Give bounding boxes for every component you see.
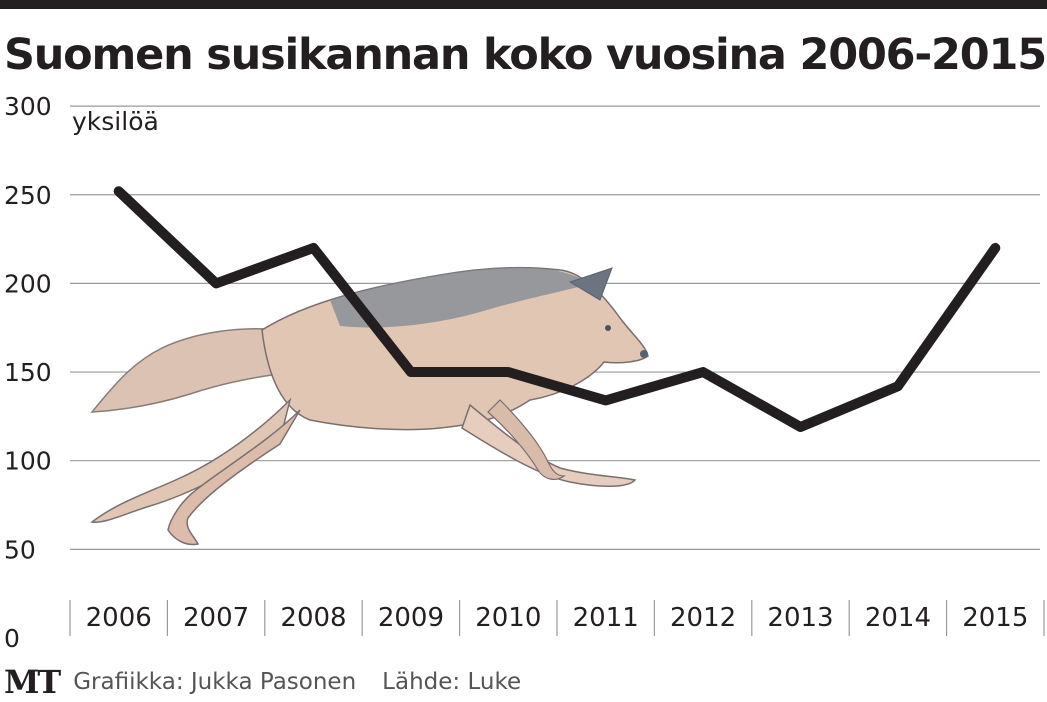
y-tick-label: 100: [4, 447, 52, 476]
y-tick-label: 150: [4, 358, 52, 387]
y-axis: 0 50 100 150 200 250 300: [4, 92, 52, 653]
x-tick-label: 2010: [475, 603, 541, 633]
wolf-illustration: [90, 266, 649, 546]
data-point: [799, 426, 802, 429]
wolf-front-leg-2: [487, 399, 566, 480]
y-tick-label: 250: [4, 181, 52, 210]
y-axis-label: yksilöä: [72, 107, 159, 136]
wolf-back-fur: [330, 267, 590, 328]
x-tick-label: 2007: [183, 603, 249, 633]
footer: MT Grafiikka: Jukka Pasonen Lähde: Luke: [4, 662, 547, 702]
data-point: [215, 282, 218, 285]
y-tick-label: 300: [4, 92, 52, 121]
y-tick-label: 0: [4, 624, 20, 653]
graphics-credit: Grafiikka: Jukka Pasonen: [73, 669, 357, 695]
x-tick-label: 2011: [573, 603, 639, 633]
wolf-rear-leg-2: [167, 409, 301, 546]
data-point: [312, 246, 315, 249]
series-line: [113, 186, 1001, 433]
series: [113, 186, 1001, 433]
data-point: [604, 399, 607, 402]
x-axis: 2006 2007 2008 2009 2010 2011 2012 2013 2014 2015: [69, 600, 1045, 636]
x-tick-label: 2014: [865, 603, 931, 633]
data-point: [117, 190, 120, 193]
top-rule: [0, 0, 1047, 9]
wolf-nose: [640, 350, 648, 358]
x-tick-label: 2006: [86, 603, 152, 633]
wolf-ear: [568, 267, 613, 301]
data-point: [507, 371, 510, 374]
x-tick-label: 2015: [962, 603, 1028, 633]
data-point: [409, 371, 412, 374]
mt-logo: MT: [4, 663, 61, 701]
wolf-eye: [605, 325, 611, 331]
y-tick-label: 50: [4, 535, 36, 564]
x-tick-label: 2013: [767, 603, 833, 633]
x-tick-label: 2009: [378, 603, 444, 633]
data-point: [994, 246, 997, 249]
y-tick-label: 200: [4, 269, 52, 298]
x-tick-label: 2008: [280, 603, 346, 633]
source-credit: Lähde: Luke: [382, 669, 522, 695]
x-tick-label: 2012: [670, 603, 736, 633]
chart-title: Suomen susikannan koko vuosina 2006-2015: [4, 30, 1047, 80]
data-point: [896, 385, 899, 388]
data-point: [702, 371, 705, 374]
